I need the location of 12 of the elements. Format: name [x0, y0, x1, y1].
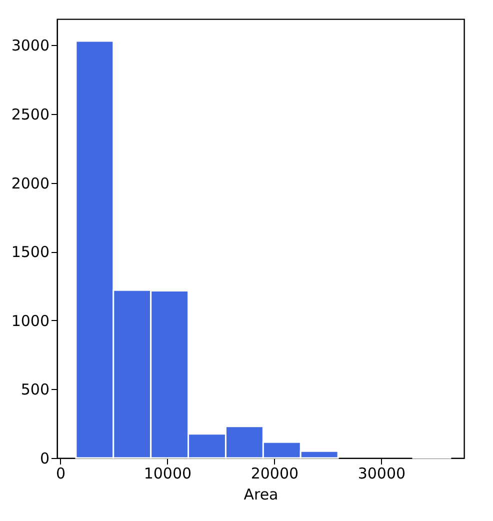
x-tick-label: 10000 [144, 464, 192, 482]
y-tick-label: 1500 [11, 243, 50, 262]
x-tick-label: 20000 [250, 464, 299, 482]
y-tick-label: 0 [40, 450, 50, 468]
y-tick-label: 2500 [11, 105, 50, 124]
x-axis-title: Area [244, 486, 278, 504]
x-tick-label: 30000 [358, 464, 406, 482]
y-tick-label: 2000 [11, 174, 50, 192]
y-tick-label: 3000 [11, 36, 50, 55]
x-tick-label: 0 [56, 464, 66, 482]
y-tick-label: 1000 [11, 312, 50, 330]
y-tick-label: 500 [20, 380, 50, 399]
